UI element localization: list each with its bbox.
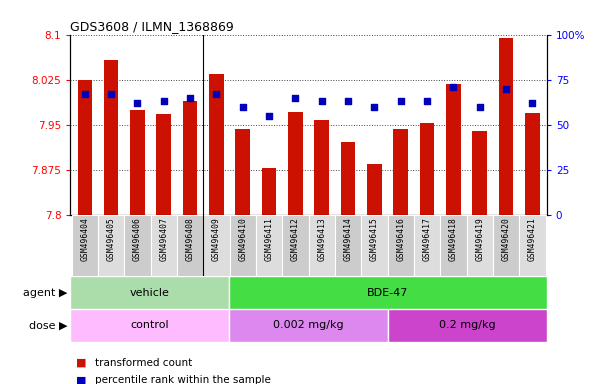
Bar — [150, 215, 177, 276]
Bar — [367, 164, 382, 215]
Bar — [282, 215, 309, 276]
Bar — [130, 110, 145, 215]
Text: GSM496409: GSM496409 — [212, 217, 221, 261]
Text: GDS3608 / ILMN_1368869: GDS3608 / ILMN_1368869 — [70, 20, 234, 33]
Bar — [235, 129, 250, 215]
Bar — [499, 38, 513, 215]
Bar — [309, 215, 335, 276]
Text: transformed count: transformed count — [95, 358, 192, 368]
Bar — [203, 215, 230, 276]
Bar — [124, 215, 150, 276]
Point — [290, 95, 300, 101]
Bar — [493, 215, 519, 276]
Point — [448, 84, 458, 90]
Text: GSM496410: GSM496410 — [238, 217, 247, 261]
Point — [370, 104, 379, 110]
Bar — [440, 215, 467, 276]
Point — [211, 91, 221, 97]
Bar — [70, 276, 229, 309]
Text: GSM496406: GSM496406 — [133, 217, 142, 261]
Text: BDE-47: BDE-47 — [367, 288, 409, 298]
Text: GSM496416: GSM496416 — [396, 217, 405, 261]
Bar — [388, 309, 547, 342]
Bar — [288, 112, 302, 215]
Bar — [414, 215, 440, 276]
Point — [133, 100, 142, 106]
Text: GSM496412: GSM496412 — [291, 217, 300, 261]
Bar — [229, 309, 388, 342]
Point — [422, 98, 432, 104]
Text: GSM496420: GSM496420 — [502, 217, 511, 261]
Text: GSM496419: GSM496419 — [475, 217, 484, 261]
Text: GSM496411: GSM496411 — [265, 217, 274, 261]
Text: GSM496404: GSM496404 — [80, 217, 89, 261]
Point — [475, 104, 485, 110]
Point — [238, 104, 247, 110]
Text: GSM496413: GSM496413 — [317, 217, 326, 261]
Bar — [256, 215, 282, 276]
Bar — [315, 120, 329, 215]
Text: percentile rank within the sample: percentile rank within the sample — [95, 375, 271, 384]
Bar — [420, 123, 434, 215]
Text: 0.2 mg/kg: 0.2 mg/kg — [439, 320, 496, 331]
Bar — [229, 276, 547, 309]
Bar — [387, 215, 414, 276]
Text: dose ▶: dose ▶ — [29, 320, 67, 331]
Point — [396, 98, 406, 104]
Text: GSM496407: GSM496407 — [159, 217, 168, 261]
Point — [159, 98, 169, 104]
Point — [106, 91, 116, 97]
Bar — [467, 215, 493, 276]
Bar — [70, 309, 229, 342]
Text: GSM496405: GSM496405 — [106, 217, 115, 261]
Bar — [525, 113, 540, 215]
Text: 0.002 mg/kg: 0.002 mg/kg — [273, 320, 344, 331]
Bar — [472, 131, 487, 215]
Text: ■: ■ — [76, 375, 87, 384]
Text: GSM496415: GSM496415 — [370, 217, 379, 261]
Point — [317, 98, 327, 104]
Text: ■: ■ — [76, 358, 87, 368]
Point — [343, 98, 353, 104]
Text: GSM496417: GSM496417 — [423, 217, 431, 261]
Text: GSM496421: GSM496421 — [528, 217, 537, 261]
Bar — [446, 84, 461, 215]
Bar — [78, 79, 92, 215]
Bar — [230, 215, 256, 276]
Point — [501, 86, 511, 92]
Bar — [519, 215, 546, 276]
Text: vehicle: vehicle — [130, 288, 170, 298]
Bar — [104, 60, 119, 215]
Bar — [156, 114, 171, 215]
Bar — [183, 101, 197, 215]
Point — [185, 95, 195, 101]
Bar — [209, 74, 224, 215]
Bar — [361, 215, 387, 276]
Bar — [98, 215, 124, 276]
Point — [80, 91, 90, 97]
Bar — [262, 168, 276, 215]
Text: GSM496418: GSM496418 — [449, 217, 458, 261]
Bar — [177, 215, 203, 276]
Bar — [71, 215, 98, 276]
Point — [264, 113, 274, 119]
Bar — [393, 129, 408, 215]
Text: control: control — [130, 320, 169, 331]
Text: GSM496414: GSM496414 — [343, 217, 353, 261]
Text: GSM496408: GSM496408 — [186, 217, 194, 261]
Point — [527, 100, 537, 106]
Text: agent ▶: agent ▶ — [23, 288, 67, 298]
Bar — [341, 142, 355, 215]
Bar — [335, 215, 361, 276]
